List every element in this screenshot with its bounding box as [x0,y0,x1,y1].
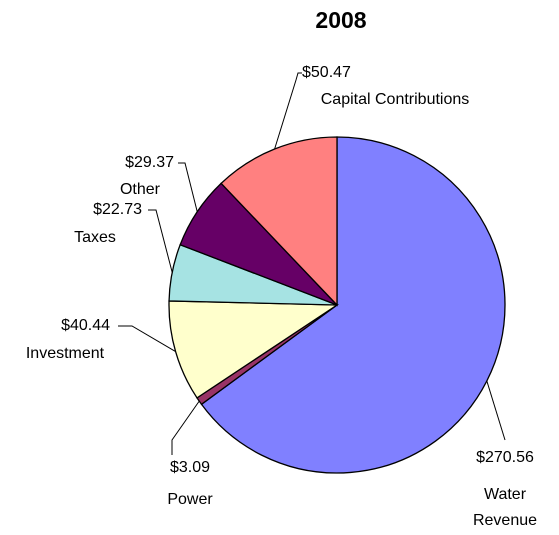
leader-line [118,325,176,352]
value-label: $3.09 [170,459,210,476]
value-label: $40.44 [61,317,110,334]
category-label: Capital Contributions [321,91,470,108]
leader-line [148,209,173,273]
category-label: Investment [26,345,105,362]
leader-line [486,380,506,441]
value-label: $50.47 [302,64,351,81]
category-label: Power [167,491,213,508]
category-label: Taxes [74,229,116,246]
category-label: Water Revenue [473,486,537,529]
category-label: Other [120,181,161,198]
value-label: $22.73 [93,201,142,218]
leader-line [171,400,200,455]
pie-slice [168,300,340,399]
value-label: $29.37 [125,154,174,171]
leader-line [274,72,302,150]
chart-title: 2008 [315,7,366,33]
leader-line [178,162,198,212]
value-label: $270.56 [476,449,534,466]
pie-slice [220,136,338,307]
